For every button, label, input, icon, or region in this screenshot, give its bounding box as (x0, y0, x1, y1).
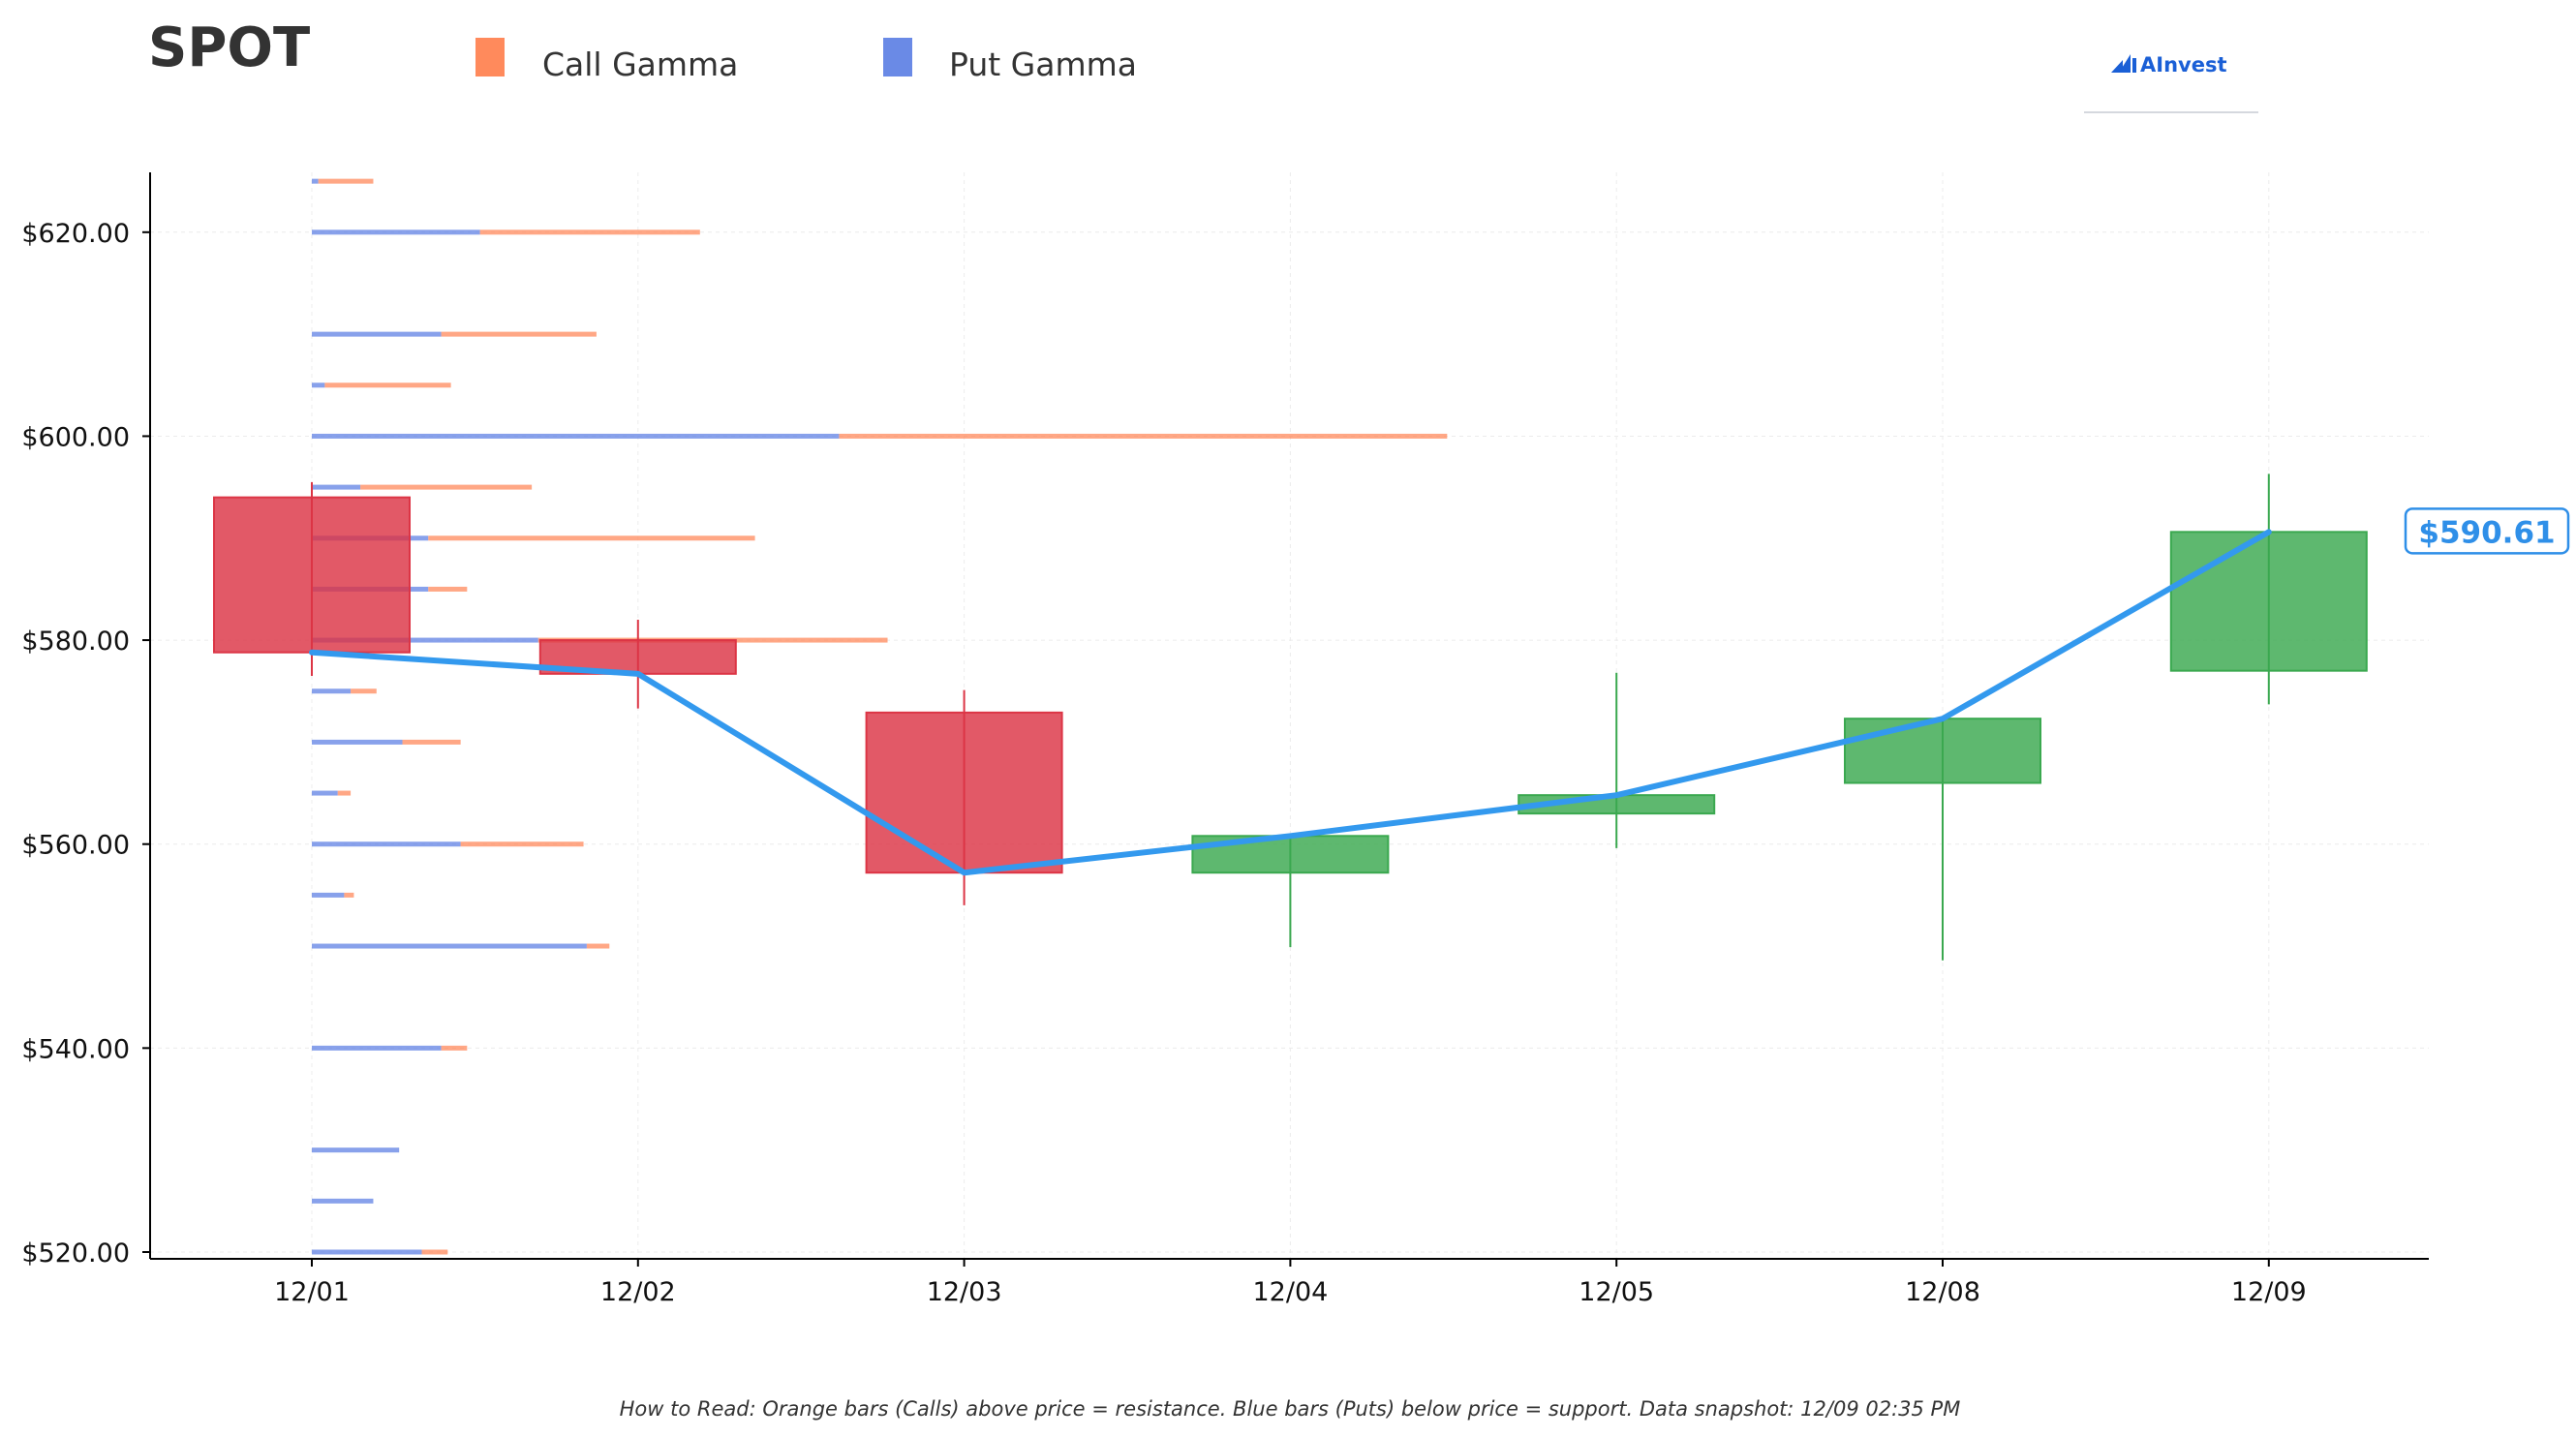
call-gamma-bar (337, 790, 352, 796)
ainvest-logo[interactable]: AInvest (2084, 53, 2258, 113)
call-gamma-bar (479, 229, 700, 235)
call-gamma-bar (460, 841, 584, 847)
call-gamma-bar (428, 535, 755, 541)
x-tick-label: 12/03 (927, 1277, 1002, 1307)
call-gamma-bar (441, 331, 597, 337)
put-gamma-bar (312, 1045, 442, 1051)
candle-body (2169, 531, 2368, 672)
call-gamma-bar (344, 892, 354, 898)
put-gamma-bar (312, 229, 480, 235)
call-gamma-bar (586, 943, 610, 949)
legend: Call Gamma Put Gamma (475, 38, 1137, 83)
put-gamma-bar (312, 637, 538, 643)
call-gamma-bar (402, 739, 461, 745)
x-tick-label: 12/09 (2231, 1277, 2307, 1307)
y-tick-label: $580.00 (21, 627, 130, 657)
y-tick-label: $520.00 (21, 1238, 130, 1269)
put-gamma-bar (312, 484, 361, 490)
call-gamma-bar (360, 484, 533, 490)
put-gamma-legend-swatch (883, 38, 912, 76)
price-line-layer (309, 529, 2272, 876)
close-price-line (309, 529, 2272, 876)
ainvest-chart-logo-icon (2111, 54, 2136, 73)
x-tick-label: 12/01 (274, 1277, 350, 1307)
call-gamma-bar (351, 688, 377, 694)
x-tick-label: 12/02 (600, 1277, 676, 1307)
x-tick-label: 12/05 (1579, 1277, 1654, 1307)
call-gamma-bar (318, 178, 374, 184)
put-gamma-bar (312, 790, 338, 796)
put-gamma-bar (312, 841, 461, 847)
put-gamma-bar (312, 382, 325, 388)
put-gamma-bar (312, 331, 442, 337)
logo-text: AInvest (2140, 53, 2227, 76)
y-tick-label: $620.00 (21, 219, 130, 249)
y-tick-label: $540.00 (21, 1034, 130, 1064)
candle-body (1844, 718, 2041, 784)
put-gamma-bar (312, 178, 319, 184)
call-gamma-legend-swatch (475, 38, 505, 76)
call-gamma-bar (324, 382, 451, 388)
put-gamma-bar (312, 1249, 422, 1255)
call-gamma-bar (428, 586, 468, 592)
current-price-tag-box (2404, 507, 2570, 555)
y-tick-label: $560.00 (21, 831, 130, 861)
put-gamma-bar (312, 1198, 374, 1204)
y-ticks: $520.00 $540.00 $560.00 $580.00 $600.00 $620.… (21, 219, 150, 1269)
candle-body (213, 496, 411, 654)
candlesticks (213, 474, 2368, 961)
candle-body (865, 711, 1063, 874)
put-gamma-bar (312, 892, 345, 898)
how-to-read-footnote: How to Read: Orange bars (Calls) above p… (620, 1397, 1961, 1421)
current-price-tag-label: $590.61 (2418, 515, 2555, 550)
put-gamma-legend-label: Put Gamma (949, 46, 1137, 83)
chart-title: SPOT (148, 16, 310, 79)
current-price-tag: $590.61 (2404, 507, 2570, 555)
put-gamma-bar (312, 943, 587, 949)
put-gamma-bar (312, 688, 352, 694)
put-gamma-bar (312, 433, 840, 439)
call-gamma-bar (421, 1249, 448, 1255)
call-gamma-bar (441, 1045, 468, 1051)
x-tick-label: 12/08 (1905, 1277, 1980, 1307)
call-gamma-bar (839, 433, 1448, 439)
put-gamma-bar (312, 1147, 400, 1153)
put-gamma-bar (312, 739, 403, 745)
x-tick-label: 12/04 (1252, 1277, 1328, 1307)
y-tick-label: $600.00 (21, 422, 130, 452)
call-gamma-legend-label: Call Gamma (542, 46, 738, 83)
x-ticks: 12/01 12/02 12/03 12/04 12/05 12/08 12/09 (274, 1259, 2307, 1307)
